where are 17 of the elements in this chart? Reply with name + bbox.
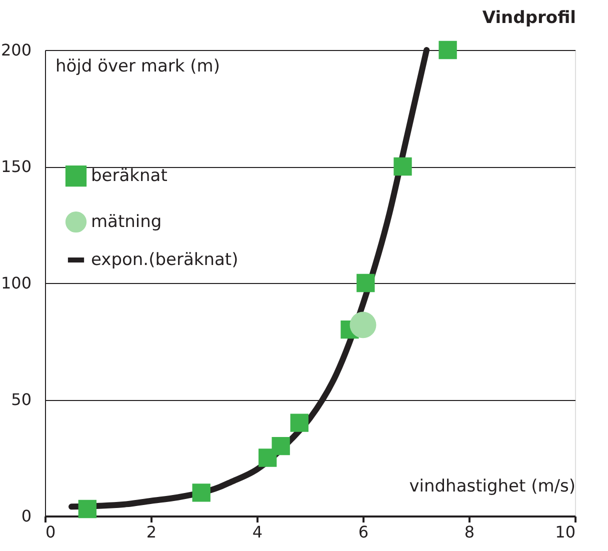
y-tick-label: 150 — [0, 157, 32, 176]
x-tick-label: 2 — [146, 522, 157, 542]
x-tick-label: 6 — [358, 522, 369, 542]
x-axis-title: vindhastighet (m/s) — [409, 476, 576, 496]
x-tick-label: 10 — [555, 522, 576, 542]
chart-title: Vindprofil — [482, 8, 576, 28]
y-tick-label: 100 — [0, 274, 32, 292]
legend-label: expon.(beräknat) — [91, 250, 238, 270]
y-axis-title: höjd över mark (m) — [56, 56, 220, 76]
x-tick-label: 4 — [252, 522, 263, 542]
x-tick-label: 0 — [46, 522, 56, 542]
legend-label: mätning — [91, 212, 162, 232]
legend-label: beräknat — [91, 166, 168, 186]
y-tick-label: 50 — [11, 390, 32, 409]
y-tick-label: 0 — [21, 506, 32, 526]
x-tick-label: 8 — [464, 522, 475, 542]
y-tick-label: 200 — [0, 40, 32, 60]
